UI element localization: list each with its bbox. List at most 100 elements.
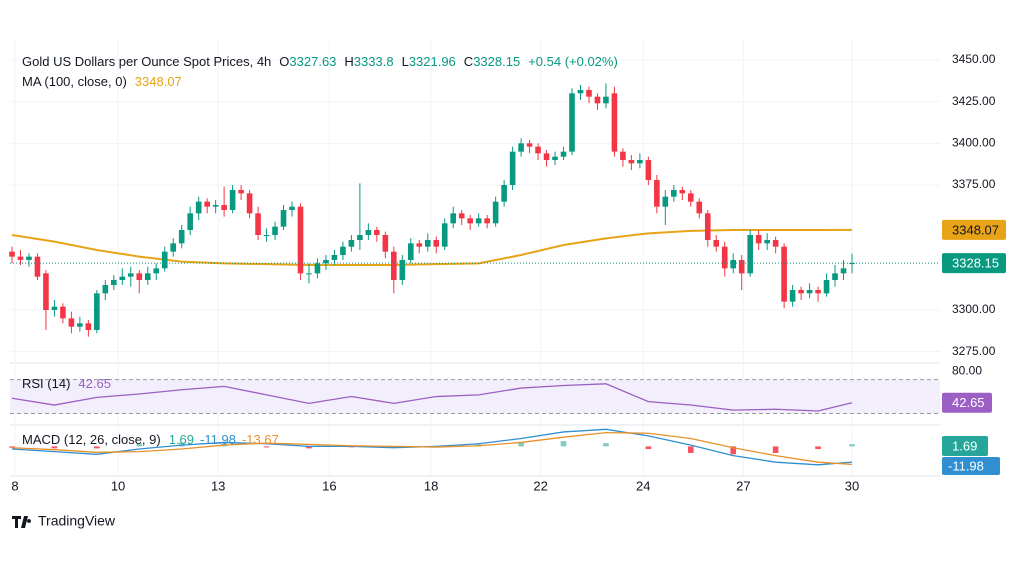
rsi-line	[11, 383, 853, 412]
candle-body	[637, 160, 643, 164]
candle-body	[526, 143, 533, 147]
candle-body	[297, 206, 304, 274]
candle-body	[331, 255, 338, 260]
candle-body	[738, 260, 745, 274]
candle-body	[374, 230, 380, 235]
histogram-tag	[942, 436, 988, 456]
candle-body	[492, 201, 499, 224]
candle-body	[195, 201, 202, 214]
candle-body	[509, 151, 516, 185]
candle-body	[43, 273, 49, 310]
brand-logo	[12, 516, 32, 528]
x-tick-label: 27	[736, 478, 750, 493]
candle-body	[212, 205, 219, 207]
signal-line	[11, 431, 853, 466]
x-tick-label: 24	[636, 478, 650, 493]
candle-body	[764, 240, 770, 244]
macd-histogram-bar	[51, 446, 58, 449]
candle-body	[399, 260, 406, 280]
candle-body	[178, 230, 185, 244]
candle-body	[204, 201, 210, 207]
candle-body	[416, 243, 423, 247]
last-price-label: 3328.15	[952, 256, 999, 271]
macd-hist-value: 1.69	[169, 432, 194, 447]
candle-body	[68, 318, 75, 327]
candle-body	[9, 251, 15, 257]
x-tick-label: 13	[211, 478, 225, 493]
candle-body	[323, 260, 329, 264]
rsi-value: 42.65	[78, 376, 111, 391]
candle-body	[382, 235, 389, 252]
candle-body	[433, 240, 440, 247]
candle-body	[144, 273, 151, 280]
candle-body	[314, 263, 321, 274]
candle-body	[832, 273, 838, 280]
candle-body	[102, 285, 109, 294]
legend-key: C	[464, 54, 473, 69]
moving-average	[11, 228, 853, 266]
candle-body	[407, 243, 414, 260]
candle-body	[679, 190, 686, 194]
rsi-band	[10, 379, 940, 414]
x-tick-label: 16	[322, 478, 336, 493]
candle-body	[620, 151, 626, 160]
candle-body	[484, 218, 490, 224]
x-tick-label: 18	[424, 478, 438, 493]
macd-histogram-bar	[136, 443, 143, 447]
candle-body	[713, 240, 720, 247]
legend-change: +0.54 (+0.02%)	[528, 54, 618, 69]
candle-body	[263, 235, 270, 236]
last-price-tag	[942, 253, 1006, 274]
macd-histogram-bar	[560, 441, 567, 447]
candle-body	[153, 268, 160, 274]
macd-tag-label: -11.98	[948, 458, 984, 473]
candle-body	[687, 193, 694, 202]
macd-legend: MACD (12, 26, close, 9) 1.69 -11.98 -13.67	[22, 432, 279, 447]
candle-body	[136, 273, 143, 280]
ma-label: 3348.07	[952, 222, 999, 237]
macd-histogram-bar	[645, 446, 652, 450]
x-tick-label: 30	[845, 478, 859, 493]
macd-histogram-bar	[178, 442, 185, 447]
x-tick-label: 8	[11, 478, 18, 493]
candle-body	[654, 180, 660, 207]
candle-body	[94, 293, 100, 330]
candle-body	[246, 193, 253, 214]
brand: TradingView	[38, 513, 116, 529]
candle-body	[424, 240, 431, 247]
candle-body	[628, 160, 635, 164]
candle-body	[475, 218, 482, 224]
ma-value: 3348.07	[135, 74, 182, 89]
candle-body	[501, 185, 507, 202]
candle-body	[127, 273, 134, 277]
candle-body	[340, 246, 346, 255]
legend-value: 3327.63	[289, 54, 336, 69]
legend-key: H	[344, 54, 353, 69]
candle-body	[645, 160, 652, 180]
candle-body	[721, 246, 728, 269]
candle-body	[662, 196, 669, 207]
macd-histogram-bar	[730, 446, 737, 455]
y-tick-label: 3400.00	[952, 136, 996, 150]
rsi-tag-label: 42.65	[952, 395, 985, 410]
candle-body	[569, 93, 575, 152]
macd-name: MACD (12, 26, close, 9)	[22, 432, 161, 447]
candle-body	[441, 223, 448, 247]
candle-body	[789, 290, 796, 302]
candle-body	[306, 273, 312, 275]
legend-title: Gold US Dollars per Ounce Spot Prices, 4…	[22, 54, 271, 69]
candle-body	[111, 280, 117, 285]
macd-tag	[942, 457, 1000, 475]
macd-histogram-bar	[518, 442, 524, 447]
candle-body	[51, 306, 58, 310]
candle-body	[365, 230, 372, 235]
candle-body	[458, 213, 465, 219]
candle-body	[798, 290, 804, 294]
candle-body	[552, 156, 558, 160]
legend-value: 3333.8	[354, 54, 394, 69]
candle-body	[535, 146, 541, 154]
candle-body	[170, 243, 177, 252]
candle-body	[391, 251, 397, 280]
candle-body	[60, 306, 66, 319]
